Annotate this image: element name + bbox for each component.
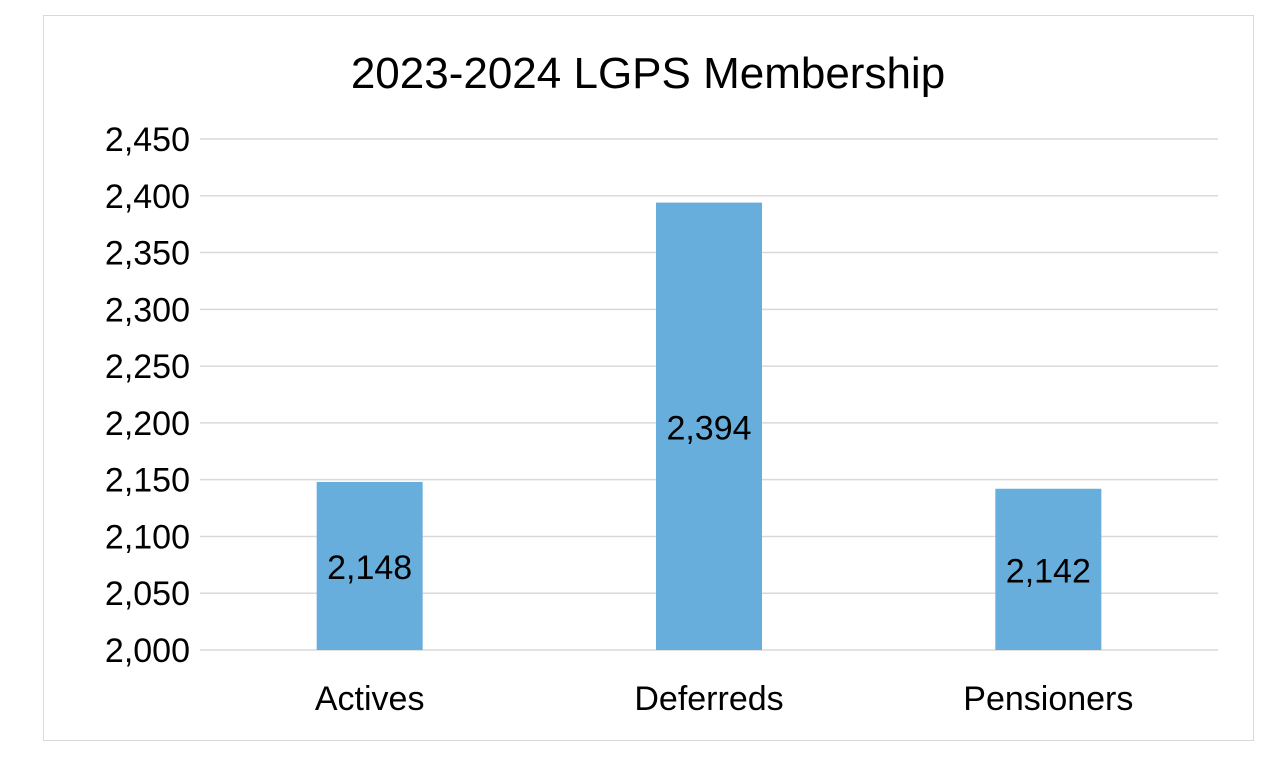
bar-actives xyxy=(316,481,423,650)
data-label: 2,142 xyxy=(1006,552,1091,590)
y-tick-label: 2,000 xyxy=(105,632,190,670)
x-tick-label: Pensioners xyxy=(963,680,1133,718)
y-tick-label: 2,350 xyxy=(105,235,190,273)
data-label: 2,394 xyxy=(666,409,751,447)
y-tick-label: 2,300 xyxy=(105,291,190,329)
y-tick-label: 2,100 xyxy=(105,518,190,556)
x-tick-label: Actives xyxy=(315,680,425,718)
y-tick-label: 2,400 xyxy=(105,178,190,216)
data-label: 2,148 xyxy=(327,549,412,587)
y-tick-label: 2,450 xyxy=(105,121,190,159)
y-tick-label: 2,200 xyxy=(105,405,190,443)
y-tick-label: 2,050 xyxy=(105,575,190,613)
x-tick-label: Deferreds xyxy=(634,680,783,718)
y-tick-label: 2,150 xyxy=(105,462,190,500)
chart-frame xyxy=(43,15,1254,741)
bar-pensioners xyxy=(995,488,1102,650)
y-tick-label: 2,250 xyxy=(105,348,190,386)
chart-title: 2023-2024 LGPS Membership xyxy=(351,49,945,98)
bar-deferreds xyxy=(656,202,762,650)
